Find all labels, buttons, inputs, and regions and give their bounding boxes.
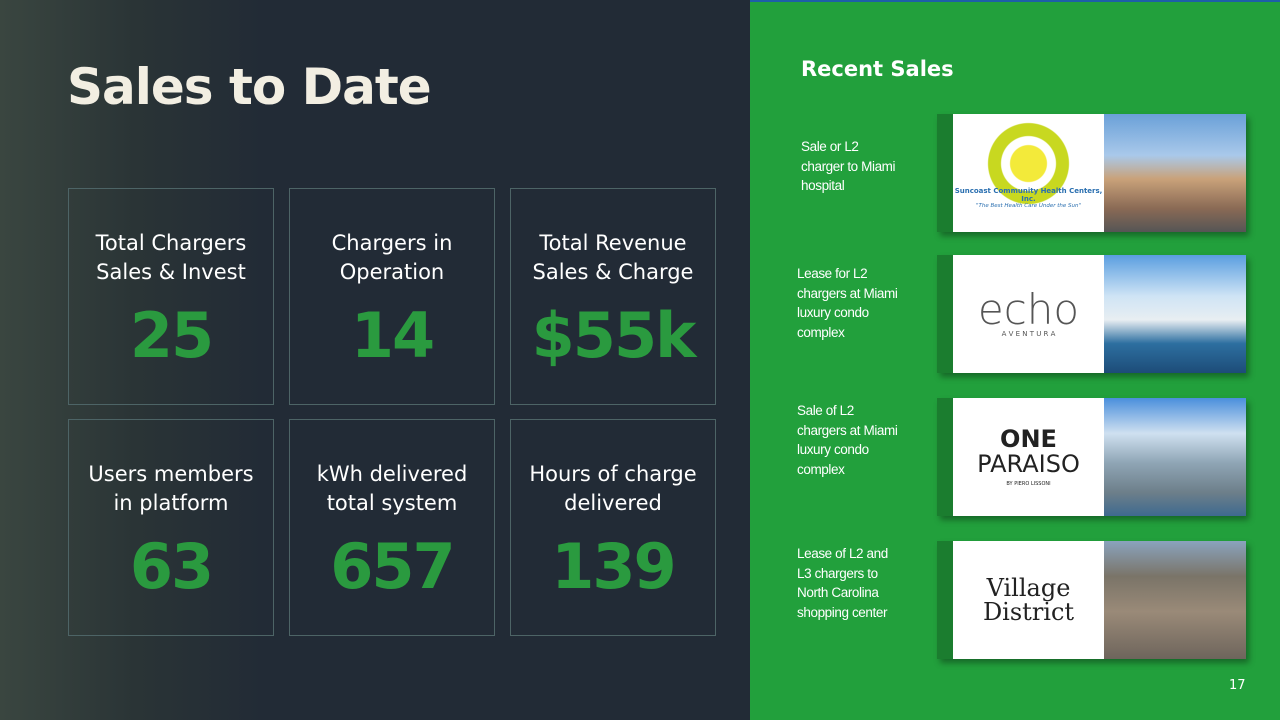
sale-description-line: Lease of L2 and [797, 546, 888, 561]
sale-description-line: complex [797, 461, 845, 477]
page-number: 17 [1229, 678, 1246, 693]
sale-photo [1104, 255, 1246, 373]
sale-card: echo A V E N T U R A [937, 255, 1246, 373]
metric-card: Total Chargers Sales & Invest 25 [68, 188, 274, 405]
metric-label-line: Users members [88, 462, 254, 486]
metric-label-line: Operation [339, 260, 445, 284]
sale-description-line: shopping center [797, 604, 888, 620]
card-strip [937, 398, 953, 516]
metric-card: kWh delivered total system 657 [289, 419, 495, 636]
sale-description-line: luxury condo [797, 305, 869, 320]
metric-label: Users members in platform [69, 460, 273, 518]
metric-value: 14 [350, 299, 435, 372]
sale-description: Sale of L2 chargers at Miami luxury condo c… [797, 401, 898, 479]
sale-description: Lease of L2 and L3 chargers to North Carol… [797, 544, 888, 622]
logo-text: PARAISO [977, 450, 1080, 478]
sale-description-line: charger to Miami [801, 158, 896, 174]
metric-label: Chargers in Operation [290, 229, 494, 287]
sale-description-line: hospital [801, 178, 845, 193]
logo-text: ONE [1000, 425, 1057, 453]
metric-label: Total Chargers Sales & Invest [69, 229, 273, 287]
sale-photo [1104, 398, 1246, 516]
logo-text: A V E N T U R A [1001, 330, 1056, 338]
recent-sales-title: Recent Sales [801, 57, 954, 81]
sale-logo: ONE PARAISO BY PIERO LISSONI [953, 398, 1104, 516]
sale-logo: Suncoast Community Health Centers, Inc. "… [953, 114, 1104, 232]
metric-value: 25 [129, 299, 214, 372]
slide-title: Sales to Date [67, 58, 432, 116]
metric-label-line: Total Chargers [95, 231, 247, 255]
metric-label-line: Chargers in [331, 231, 453, 255]
metric-label: Hours of charge delivered [511, 460, 715, 518]
metric-label-line: kWh delivered [316, 462, 468, 486]
logo-text: Village [986, 574, 1071, 602]
sale-photo [1104, 541, 1246, 659]
metric-value: 139 [551, 530, 676, 603]
logo-text: "The Best Health Care Under the Sun" [975, 203, 1081, 209]
sale-description-line: L3 chargers to [797, 565, 878, 581]
card-strip [937, 541, 953, 659]
logo-text: echo [977, 285, 1080, 334]
sale-card: Suncoast Community Health Centers, Inc. "… [937, 114, 1246, 232]
sale-description-line: Sale or L2 [801, 139, 859, 154]
left-panel [0, 0, 750, 720]
metric-label-line: Total Revenue [539, 231, 687, 255]
logo-text: BY PIERO LISSONI [1006, 481, 1051, 487]
logo-text: District [982, 598, 1075, 626]
sale-description: Sale or L2 charger to Miami hospital [801, 137, 896, 196]
metric-label-line: delivered [564, 491, 662, 515]
metric-value: $55k [531, 299, 697, 372]
metric-card: Total Revenue Sales & Charge $55k [510, 188, 716, 405]
metric-label-line: Hours of charge [529, 462, 697, 486]
sale-description-line: chargers at Miami [797, 285, 898, 301]
card-strip [937, 114, 953, 232]
sale-description: Lease for L2 chargers at Miami luxury cond… [797, 264, 898, 342]
sale-card: ONE PARAISO BY PIERO LISSONI [937, 398, 1246, 516]
metric-label-line: Sales & Invest [96, 260, 246, 284]
card-strip [937, 255, 953, 373]
sale-description-line: chargers at Miami [797, 422, 898, 438]
sale-card: Village District [937, 541, 1246, 659]
sale-logo: Village District [953, 541, 1104, 659]
sale-description-line: complex [797, 324, 845, 340]
sale-description-line: Lease for L2 [797, 266, 868, 281]
metric-label-line: Sales & Charge [532, 260, 694, 284]
sale-description-line: luxury condo [797, 442, 869, 457]
logo-text: Suncoast Community Health Centers, Inc. [954, 187, 1103, 203]
metric-label-line: total system [326, 491, 458, 515]
metric-card: Chargers in Operation 14 [289, 188, 495, 405]
metric-label-line: in platform [113, 491, 229, 515]
metric-value: 63 [129, 530, 214, 603]
sale-description-line: Sale of L2 [797, 403, 854, 418]
metric-label: kWh delivered total system [290, 460, 494, 518]
metric-label: Total Revenue Sales & Charge [511, 229, 715, 287]
metric-card: Hours of charge delivered 139 [510, 419, 716, 636]
metric-card: Users members in platform 63 [68, 419, 274, 636]
sale-logo: echo A V E N T U R A [953, 255, 1104, 373]
sale-description-line: North Carolina [797, 585, 879, 600]
metric-value: 657 [330, 530, 455, 603]
sale-photo [1104, 114, 1246, 232]
